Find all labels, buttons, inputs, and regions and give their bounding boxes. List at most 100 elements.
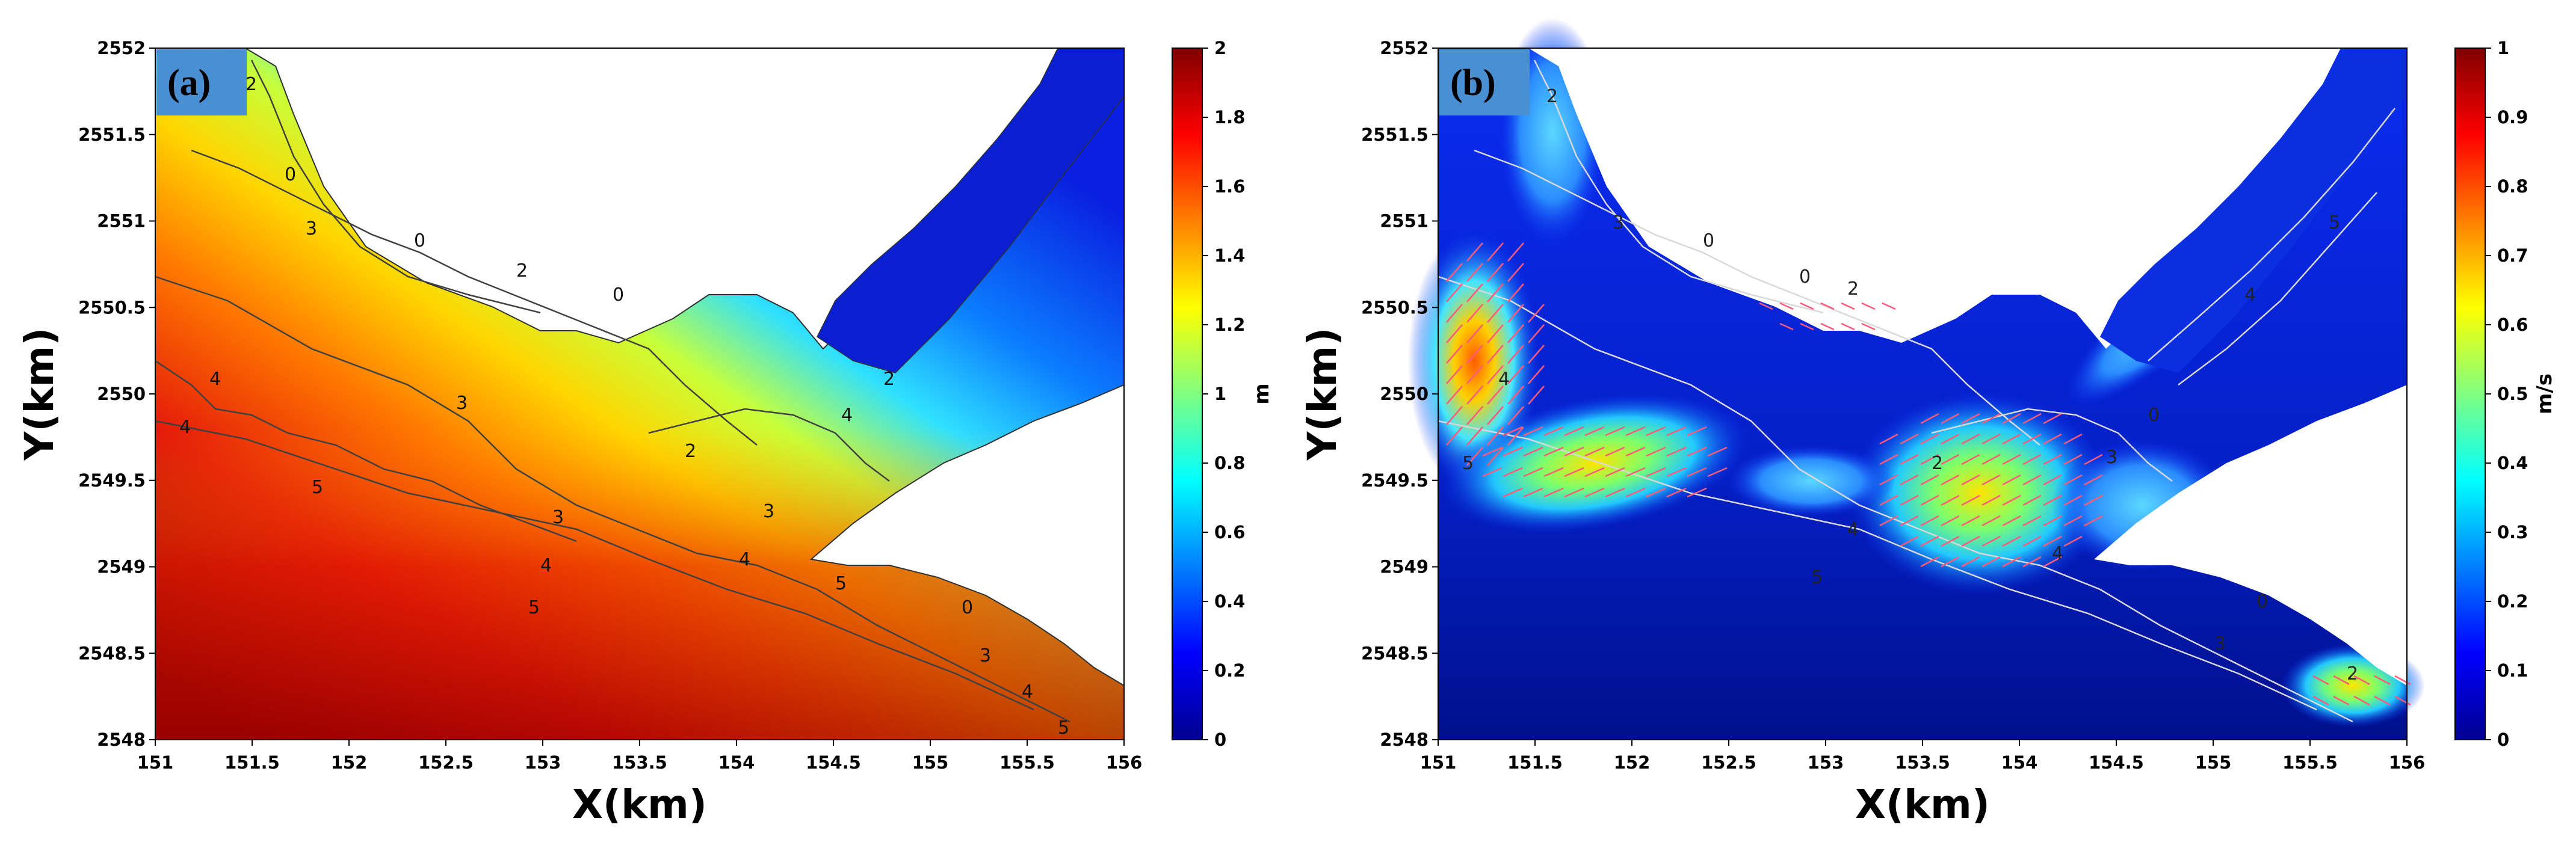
panel-a: 2 0 0 3 2 0 3 4 4 5 3 4 5 2 4 3 5 0 3 4 … xyxy=(16,38,1142,828)
y-tick-label: 2550 xyxy=(1380,384,1429,404)
panel-a-contours xyxy=(155,60,1070,723)
velocity-vector xyxy=(1503,487,1523,498)
colorbar-tick-label: 1 xyxy=(2497,38,2509,58)
velocity-vector xyxy=(1861,302,1876,310)
contour-label: 5 xyxy=(528,597,540,618)
velocity-vector xyxy=(1981,474,2001,486)
velocity-vector xyxy=(1543,426,1564,437)
contour-label: 4 xyxy=(739,549,750,570)
x-tick-label: 156 xyxy=(1106,752,1143,773)
velocity-vector xyxy=(2022,433,2042,445)
velocity-vector xyxy=(1507,283,1524,302)
velocity-vector xyxy=(1920,494,1939,506)
velocity-vector xyxy=(1961,433,1980,445)
velocity-vector xyxy=(1800,322,1814,331)
velocity-vector xyxy=(1466,365,1483,384)
panel-b: 2 3 0 0 2 4 5 4 5 2 3 4 3 0 2 0 4 5 (b) … xyxy=(1299,18,2425,828)
velocity-vector xyxy=(1646,487,1666,498)
velocity-vector xyxy=(1941,474,1960,486)
y-tick-label: 2550 xyxy=(97,384,146,404)
velocity-vector xyxy=(1861,322,1876,331)
velocity-vector xyxy=(2084,494,2103,506)
velocity-vector xyxy=(2002,515,2021,527)
colorbar-tick-label: 0.8 xyxy=(2497,176,2528,197)
velocity-vector xyxy=(2043,556,2062,568)
velocity-vector xyxy=(1446,365,1463,384)
colorbar-tick-label: 1.6 xyxy=(1214,176,1245,197)
velocity-vector xyxy=(1487,406,1504,425)
velocity-vector xyxy=(1841,302,1855,310)
velocity-vector xyxy=(1466,304,1483,323)
velocity-vector xyxy=(2063,474,2083,486)
velocity-vector xyxy=(2002,494,2021,506)
velocity-vector xyxy=(1446,263,1463,282)
y-tick-label: 2551 xyxy=(1380,211,1429,232)
velocity-vector xyxy=(1707,446,1728,457)
velocity-vector xyxy=(1800,302,1814,310)
velocity-vector xyxy=(1466,324,1483,343)
panel-a-channel xyxy=(817,48,1125,373)
velocity-vector xyxy=(2022,515,2042,527)
velocity-vector xyxy=(1528,345,1545,364)
contour-label: 0 xyxy=(613,284,624,306)
velocity-vector xyxy=(1687,426,1707,437)
velocity-vector xyxy=(2063,515,2083,527)
x-axis-title: X(km) xyxy=(1855,781,1990,828)
x-tick-label: 151.5 xyxy=(1507,752,1563,773)
velocity-vector xyxy=(1625,487,1646,498)
panel-a-axes: 151 151.5 152 152.5 153 153.5 154 154.5 155 155.5… xyxy=(16,38,1142,828)
colorbar-a-gradient xyxy=(1172,48,1203,740)
y-axis-title: Y(km) xyxy=(16,328,63,461)
y-tick-label: 2548.5 xyxy=(78,643,146,663)
velocity-vector xyxy=(2022,474,2042,486)
velocity-vector xyxy=(1920,433,1939,445)
contour-label: 3 xyxy=(306,218,317,239)
velocity-vector xyxy=(1528,324,1545,343)
contour-label: 5 xyxy=(312,477,323,498)
velocity-vector xyxy=(2022,453,2042,465)
contour-label: 3 xyxy=(456,393,468,414)
velocity-vector xyxy=(1779,322,1794,331)
colorbar-a-label: m xyxy=(1250,383,1274,404)
panel-a-label: (a) xyxy=(156,49,247,115)
velocity-vector xyxy=(1487,447,1504,466)
velocity-vector xyxy=(2002,535,2021,547)
contour-label: 2 xyxy=(2347,663,2358,684)
velocity-vector xyxy=(1564,487,1584,498)
velocity-vector xyxy=(2002,433,2021,445)
velocity-vector xyxy=(2333,675,2350,686)
velocity-vector xyxy=(1564,446,1584,457)
colorbar-b-label: m/s xyxy=(2533,373,2557,414)
x-tick-label: 154.5 xyxy=(2089,752,2144,773)
contour-label: 3 xyxy=(763,501,774,522)
velocity-vector xyxy=(2022,494,2042,506)
velocity-vector xyxy=(1487,324,1504,343)
x-tick-label: 152.5 xyxy=(1701,752,1756,773)
panel-b-channel xyxy=(2100,48,2407,373)
x-tick-label: 153.5 xyxy=(612,752,667,773)
velocity-vector xyxy=(1446,385,1463,405)
colorbar-tick-label: 1.4 xyxy=(1214,245,1245,266)
velocity-vector xyxy=(1981,453,2001,465)
velocity-vector xyxy=(1666,446,1687,457)
velocity-vector xyxy=(1941,494,1960,506)
velocity-vector xyxy=(1507,365,1524,384)
velocity-vector xyxy=(1584,426,1605,437)
contour-label: 0 xyxy=(962,597,973,618)
colorbar-tick-label: 1.8 xyxy=(1214,107,1245,127)
contour-label: 2 xyxy=(883,369,895,390)
contour-label: 5 xyxy=(835,573,847,594)
velocity-vector xyxy=(1487,385,1504,405)
velocity-vector xyxy=(1981,515,2001,527)
x-tick-label: 155.5 xyxy=(999,752,1055,773)
velocity-vector xyxy=(1605,467,1625,478)
velocity-vector xyxy=(1900,453,1919,465)
velocity-vector xyxy=(1879,515,1898,527)
x-tick-label: 153 xyxy=(1808,752,1844,773)
velocity-vector xyxy=(1900,474,1919,486)
velocity-vector xyxy=(1920,453,1939,465)
velocity-vector xyxy=(1841,322,1855,331)
x-tick-label: 156 xyxy=(2389,752,2426,773)
velocity-vector xyxy=(1507,324,1524,343)
velocity-vector xyxy=(1879,433,1898,445)
